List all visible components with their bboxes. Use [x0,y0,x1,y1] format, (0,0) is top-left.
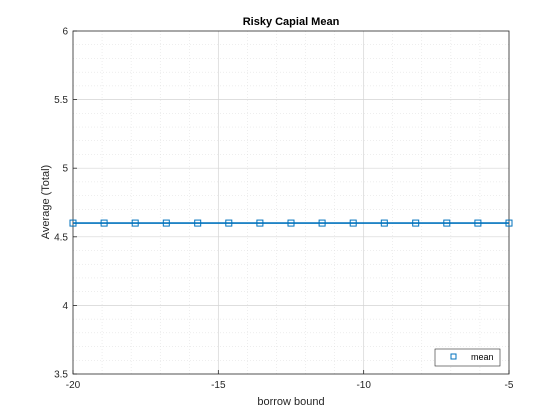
major-grid [73,31,509,374]
data-point [443,219,451,227]
data-point [225,219,233,227]
y-tick-label: 5.5 [54,95,68,106]
y-tick-label: 3.5 [54,370,68,381]
y-axis-label: Average (Total) [40,165,52,239]
x-tick-label: -10 [356,380,371,391]
legend-label-mean: mean [471,352,494,362]
data-point [69,219,77,227]
legend: mean [434,348,501,367]
axis-ticks [72,30,510,375]
y-tick-labels: 3.5 4 4.5 5 5.5 6 [54,27,68,381]
plot-area [73,31,509,374]
series-layer [69,219,513,227]
data-point [349,219,357,227]
data-point [100,219,108,227]
y-tick-label: 4.5 [54,232,68,243]
data-point [256,219,264,227]
data-point [505,219,513,227]
data-point [287,219,295,227]
x-tick-label: -5 [505,380,514,391]
y-tick-label: 6 [62,27,68,38]
data-point [474,219,482,227]
data-point [194,219,202,227]
data-point [162,219,170,227]
data-point [131,219,139,227]
legend-box [434,348,501,367]
data-point [412,219,420,227]
plot-box [72,30,510,375]
minor-grid [73,31,509,374]
x-tick-label: -15 [211,380,226,391]
y-tick-label: 5 [62,164,68,175]
chart-title: Risky Capial Mean [243,16,340,28]
data-point [318,219,326,227]
data-point [380,219,388,227]
x-axis-label: borrow bound [257,396,324,408]
legend-marker-square [450,353,457,360]
x-tick-labels: -20 -15 -10 -5 [66,380,514,391]
y-tick-label: 4 [62,301,68,312]
x-tick-label: -20 [66,380,81,391]
